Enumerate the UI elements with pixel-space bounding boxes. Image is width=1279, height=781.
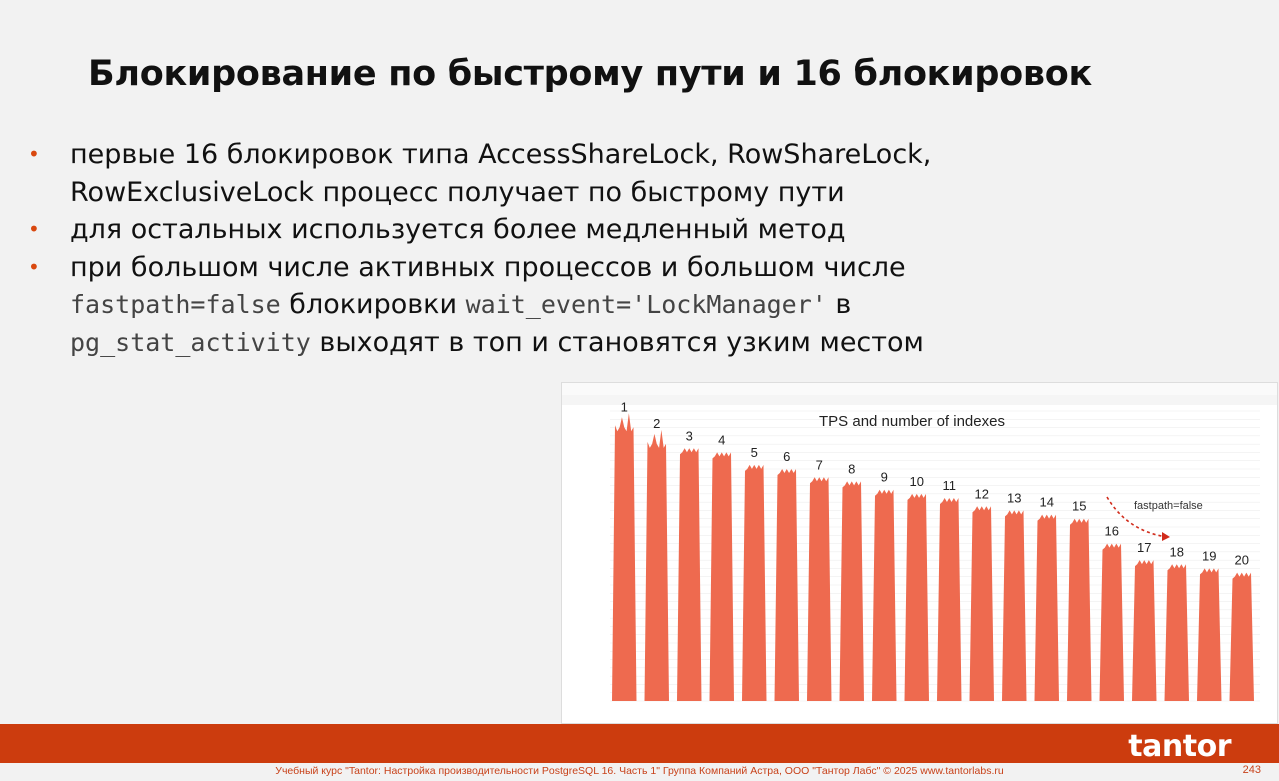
chart-area-segment (872, 489, 897, 701)
chart-area-segment (1164, 564, 1189, 701)
chart-area-segment (612, 413, 637, 701)
category-label: 2 (653, 416, 660, 431)
chart-area-segment (677, 448, 702, 701)
category-label: 17 (1137, 540, 1151, 555)
bullet-item: • первые 16 блокировок типа AccessShareLo… (28, 136, 1048, 211)
chart-area-segment (807, 477, 832, 701)
category-label: 18 (1170, 544, 1184, 559)
bullet-text-mid: блокировки (280, 289, 466, 320)
chart-title: TPS and number of indexes (819, 413, 1005, 430)
category-label: 10 (910, 474, 924, 489)
chart-area-segment (839, 481, 864, 701)
category-label: 6 (783, 449, 790, 464)
category-label: 3 (686, 428, 693, 443)
category-label: 9 (881, 470, 888, 485)
category-label: 5 (751, 445, 758, 460)
category-label: 19 (1202, 548, 1216, 563)
bullet-dot-icon: • (28, 217, 40, 241)
chart-screenshot: 1 2 3 4 5 6 7 8 9 10 11 12 13 14 15 16 17 18 19 20 TPS and … (561, 382, 1278, 724)
category-label: 8 (848, 461, 855, 476)
category-label: 16 (1105, 524, 1119, 539)
annotation-arrowhead (1162, 532, 1170, 541)
page-number: 243 (1242, 764, 1261, 776)
chart-area-segment (937, 498, 962, 701)
slide-title: Блокирование по быстрому пути и 16 блоки… (88, 54, 1092, 94)
category-label: 11 (943, 478, 957, 493)
annotation-arrow (1106, 496, 1168, 538)
bullet-text: для остальных используется более медленн… (70, 214, 846, 245)
category-label: 14 (1040, 495, 1054, 510)
bullet-dot-icon: • (28, 254, 40, 279)
category-label: 12 (975, 486, 989, 501)
bullet-text-mid2: в (826, 289, 852, 320)
bullet-item: • при большом числе активных процессов и … (28, 249, 1048, 362)
code-pg-stat-activity: pg_stat_activity (70, 327, 311, 357)
category-label: 20 (1235, 553, 1249, 568)
category-label: 13 (1007, 490, 1021, 505)
chart-area-segment (774, 469, 799, 701)
category-label: 15 (1072, 499, 1086, 514)
bullet-dot-icon: • (28, 142, 40, 166)
category-label: 1 (621, 399, 628, 414)
chart-area-segment (1132, 560, 1157, 701)
chart-area-segment (1067, 518, 1092, 701)
chart-area-segment (742, 464, 767, 701)
chart-area-segment (1099, 543, 1124, 701)
footer-bar (0, 724, 1279, 763)
category-label: 4 (718, 432, 725, 447)
bullet-text-pre: при большом числе активных процессов и б… (70, 251, 906, 283)
chart-area-segment (969, 506, 994, 701)
chart-area-segment (709, 452, 734, 701)
bullet-item: • для остальных используется более медлен… (28, 211, 1048, 249)
code-wait-event: wait_event='LockManager' (465, 290, 827, 319)
chart-area-segment (1197, 568, 1222, 701)
category-label: 7 (816, 457, 823, 472)
tantor-logo: tantor (1128, 729, 1231, 764)
bullet-list: • первые 16 блокировок типа AccessShareLo… (28, 136, 1048, 361)
bullet-text-post: выходят в топ и становятся узким местом (310, 326, 924, 358)
footer-text: Учебный курс "Tantor: Настройка производ… (275, 765, 1004, 777)
chart-annotation: fastpath=false (1134, 500, 1203, 512)
chart-area-segment (904, 493, 929, 701)
bullet-text: первые 16 блокировок типа AccessShareLoc… (70, 139, 932, 208)
chart-area-segment (1229, 572, 1254, 701)
code-fastpath: fastpath=false (70, 290, 281, 319)
chart-area-segment (644, 429, 669, 701)
chart-area-segment (1002, 510, 1027, 701)
chart-area-segment (1034, 514, 1059, 701)
